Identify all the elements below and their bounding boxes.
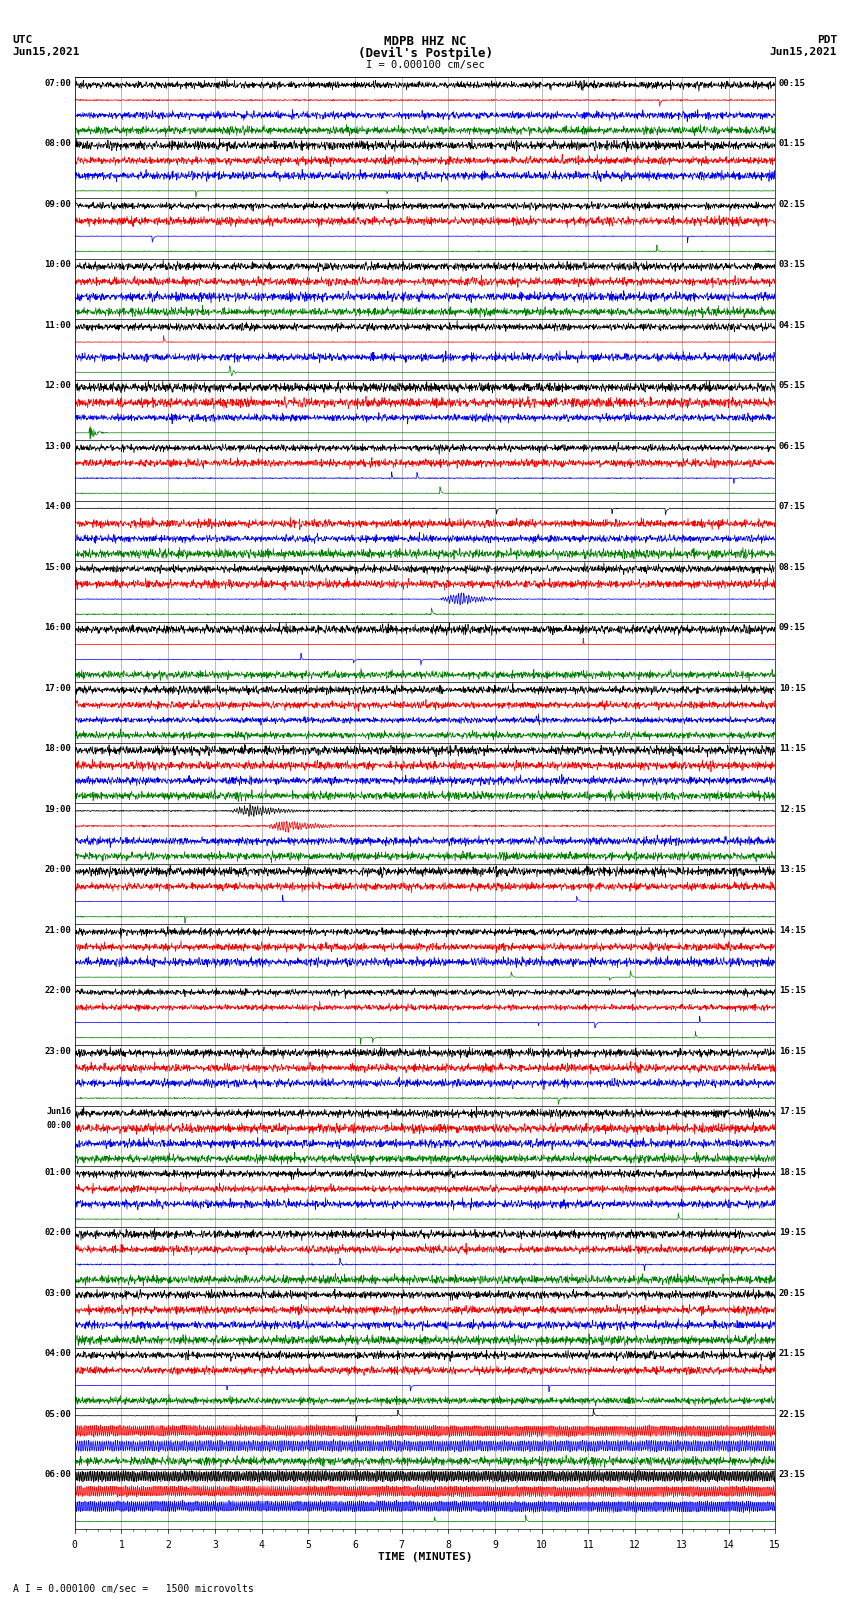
- Text: 13:00: 13:00: [44, 442, 71, 452]
- Text: 10:15: 10:15: [779, 684, 806, 694]
- Text: 16:00: 16:00: [44, 623, 71, 632]
- Text: 07:00: 07:00: [44, 79, 71, 89]
- Text: 12: 12: [629, 1540, 641, 1550]
- Text: 1: 1: [118, 1540, 124, 1550]
- Text: PDT: PDT: [817, 35, 837, 45]
- Text: 09:15: 09:15: [779, 623, 806, 632]
- Text: 16:15: 16:15: [779, 1047, 806, 1057]
- Text: 23:00: 23:00: [44, 1047, 71, 1057]
- Text: 4: 4: [258, 1540, 264, 1550]
- Text: 05:15: 05:15: [779, 381, 806, 390]
- Text: 19:00: 19:00: [44, 805, 71, 815]
- Text: 13:15: 13:15: [779, 865, 806, 874]
- Text: 06:00: 06:00: [44, 1469, 71, 1479]
- Text: MDPB HHZ NC: MDPB HHZ NC: [383, 35, 467, 48]
- Text: 18:15: 18:15: [779, 1168, 806, 1177]
- Text: (Devil's Postpile): (Devil's Postpile): [358, 47, 492, 60]
- Text: 17:15: 17:15: [779, 1107, 806, 1116]
- Text: 03:15: 03:15: [779, 260, 806, 269]
- Text: 6: 6: [352, 1540, 358, 1550]
- Text: 7: 7: [399, 1540, 405, 1550]
- Text: 00:00: 00:00: [46, 1121, 71, 1129]
- Text: 07:15: 07:15: [779, 502, 806, 511]
- Text: 02:00: 02:00: [44, 1227, 71, 1237]
- Text: 17:00: 17:00: [44, 684, 71, 694]
- Text: 22:15: 22:15: [779, 1410, 806, 1419]
- Text: 21:15: 21:15: [779, 1348, 806, 1358]
- Text: 0: 0: [72, 1540, 77, 1550]
- Text: 15:15: 15:15: [779, 986, 806, 995]
- Text: 14:15: 14:15: [779, 926, 806, 936]
- Text: 11: 11: [582, 1540, 594, 1550]
- Text: 9: 9: [492, 1540, 498, 1550]
- Text: 5: 5: [305, 1540, 311, 1550]
- Text: 13: 13: [676, 1540, 688, 1550]
- Text: 01:00: 01:00: [44, 1168, 71, 1177]
- Text: 06:15: 06:15: [779, 442, 806, 452]
- Text: 14: 14: [722, 1540, 734, 1550]
- Text: 11:00: 11:00: [44, 321, 71, 331]
- Text: 20:15: 20:15: [779, 1289, 806, 1298]
- Text: 01:15: 01:15: [779, 139, 806, 148]
- Text: 12:15: 12:15: [779, 805, 806, 815]
- Text: 04:00: 04:00: [44, 1348, 71, 1358]
- Text: 02:15: 02:15: [779, 200, 806, 210]
- Text: 8: 8: [445, 1540, 451, 1550]
- Text: 22:00: 22:00: [44, 986, 71, 995]
- Text: 2: 2: [165, 1540, 171, 1550]
- Text: 14:00: 14:00: [44, 502, 71, 511]
- Text: 15: 15: [769, 1540, 781, 1550]
- Text: 11:15: 11:15: [779, 744, 806, 753]
- Text: 3: 3: [212, 1540, 218, 1550]
- Text: 10: 10: [536, 1540, 547, 1550]
- Text: 23:15: 23:15: [779, 1469, 806, 1479]
- Text: 04:15: 04:15: [779, 321, 806, 331]
- Text: 20:00: 20:00: [44, 865, 71, 874]
- Text: 18:00: 18:00: [44, 744, 71, 753]
- Text: A I = 0.000100 cm/sec =   1500 microvolts: A I = 0.000100 cm/sec = 1500 microvolts: [13, 1584, 253, 1594]
- Text: Jun15,2021: Jun15,2021: [770, 47, 837, 56]
- Text: 15:00: 15:00: [44, 563, 71, 573]
- Text: 00:15: 00:15: [779, 79, 806, 89]
- Text: 12:00: 12:00: [44, 381, 71, 390]
- Text: 08:15: 08:15: [779, 563, 806, 573]
- Text: 08:00: 08:00: [44, 139, 71, 148]
- Text: 21:00: 21:00: [44, 926, 71, 936]
- Text: Jun15,2021: Jun15,2021: [13, 47, 80, 56]
- Text: 10:00: 10:00: [44, 260, 71, 269]
- Text: 19:15: 19:15: [779, 1227, 806, 1237]
- Text: 05:00: 05:00: [44, 1410, 71, 1419]
- Text: Jun16: Jun16: [46, 1107, 71, 1116]
- Text: I = 0.000100 cm/sec: I = 0.000100 cm/sec: [366, 60, 484, 69]
- Text: 03:00: 03:00: [44, 1289, 71, 1298]
- Text: 09:00: 09:00: [44, 200, 71, 210]
- Text: TIME (MINUTES): TIME (MINUTES): [377, 1552, 473, 1561]
- Text: UTC: UTC: [13, 35, 33, 45]
